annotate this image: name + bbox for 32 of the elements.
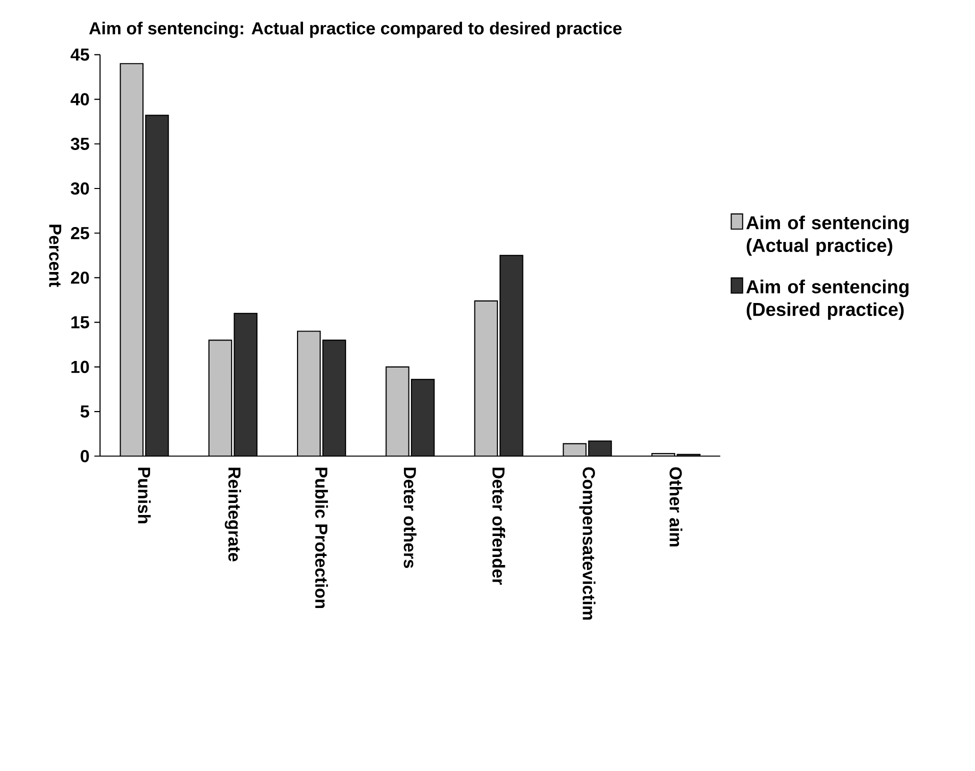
bar xyxy=(208,340,232,456)
y-tick-label: 45 xyxy=(70,48,90,61)
bar xyxy=(234,313,257,456)
x-tick-label: Deter others xyxy=(404,468,417,568)
y-tick-label: 20 xyxy=(70,272,89,284)
chart-title: Aim of sentencing: Actual practice compared to desired practice xyxy=(89,22,622,38)
bar xyxy=(322,340,346,456)
y-tick-label: 15 xyxy=(71,316,90,328)
legend-label: Aim of sentencing (Desired practice) xyxy=(746,280,908,320)
legend-label: Aim of sentencing (Actual practice) xyxy=(746,216,908,256)
bar xyxy=(588,441,612,456)
y-tick-label: 35 xyxy=(70,138,90,150)
y-axis-title: Percent xyxy=(49,224,62,288)
y-tick-label: 30 xyxy=(70,182,89,195)
bar xyxy=(500,255,523,456)
bar xyxy=(120,64,143,456)
x-tick-label: Compensatevictim xyxy=(579,467,596,620)
y-tick-label: 5 xyxy=(80,406,90,418)
x-tick-label: Deter offender xyxy=(492,468,506,585)
x-tick-label: Public Protection xyxy=(315,468,328,608)
bar xyxy=(474,300,498,456)
bar xyxy=(411,379,434,456)
x-tick-label: Other aim xyxy=(670,467,682,546)
x-tick-label: Punish xyxy=(138,468,151,524)
y-tick-label: 0 xyxy=(80,450,89,462)
y-tick-label: 40 xyxy=(70,93,89,106)
y-tick-label: 25 xyxy=(70,227,90,240)
bar xyxy=(298,331,320,456)
x-tick-label: Reintegrate xyxy=(224,468,242,562)
y-tick-label: 10 xyxy=(71,360,89,374)
bar xyxy=(386,366,409,456)
bar xyxy=(146,115,168,456)
